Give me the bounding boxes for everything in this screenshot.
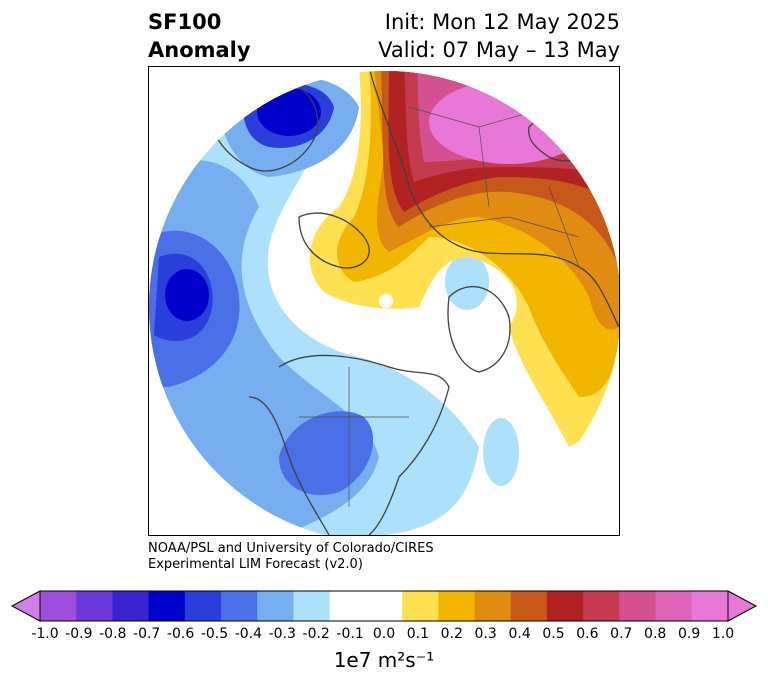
colorbar-tick-label: 0.0	[372, 626, 396, 642]
colorbar-segment	[474, 591, 512, 621]
credit-text: NOAA/PSL and University of Colorado/CIRE…	[148, 541, 434, 573]
neg-anomaly-namerica	[279, 411, 374, 496]
pos-center-eurasia	[429, 80, 589, 164]
colorbar-tick-label: 0.9	[677, 626, 701, 642]
colorbar-tick-label: -0.4	[234, 626, 263, 642]
colorbar-tick-label: 1.0	[711, 626, 735, 642]
map-title: SF100 Anomaly	[148, 8, 251, 64]
title-field: SF100	[148, 10, 222, 34]
colorbar-segment	[583, 591, 620, 621]
map-dates: Init: Mon 12 May 2025 Valid: 07 May – 13…	[378, 8, 620, 64]
neg-patch-siberia	[445, 254, 489, 310]
colorbar-segment	[148, 591, 186, 621]
colorbar	[10, 590, 758, 622]
colorbar-tick-label: 0.7	[610, 626, 633, 642]
colorbar-segment	[546, 591, 584, 621]
colorbar-segment	[655, 591, 693, 621]
init-date: Init: Mon 12 May 2025	[384, 10, 620, 34]
colorbar-tick-label: -0.5	[200, 626, 229, 642]
colorbar-tick-label: 0.4	[508, 626, 531, 642]
white-spot	[379, 294, 393, 308]
colorbar-tick-label: 0.3	[474, 626, 497, 642]
colorbar-segment	[438, 591, 476, 621]
colorbar-segment	[510, 591, 548, 621]
colorbar-segment	[112, 591, 150, 621]
colorbar-over-arrow	[727, 590, 758, 622]
valid-range: Valid: 07 May – 13 May	[378, 38, 620, 62]
colorbar-tick-label: -0.9	[65, 626, 93, 642]
colorbar-segment	[329, 591, 367, 621]
colorbar-tick-label: 0.6	[576, 626, 599, 642]
colorbar-unit-label: 1e7 m²s⁻¹	[333, 648, 435, 672]
colorbar-segment	[221, 591, 258, 621]
colorbar-segment	[257, 591, 294, 621]
colorbar-tick-label: -0.7	[133, 626, 161, 642]
colorbar-segment	[619, 591, 657, 621]
colorbar-tick-labels: -1.0 -0.9 -0.8 -0.7 -0.6 -0.5 -0.4 -0.3 -0.2 -0.1…	[0, 626, 768, 646]
neg-center-atlantic	[165, 269, 209, 321]
colorbar-tick-label: 0.8	[644, 626, 667, 642]
neg-center-greenland	[257, 88, 321, 136]
credit-line-1: NOAA/PSL and University of Colorado/CIRE…	[148, 541, 434, 556]
coastlines	[208, 71, 619, 535]
colorbar-segment	[40, 591, 77, 621]
colorbar-tick-label: -1.0	[31, 626, 59, 642]
colorbar-segment	[691, 591, 729, 621]
colorbar-tick-label: 0.2	[440, 626, 463, 642]
colorbar-segment	[365, 591, 403, 621]
credit-line-2: Experimental LIM Forecast (v2.0)	[148, 557, 363, 572]
anomaly-field	[149, 71, 619, 535]
colorbar-tick-label: -0.3	[268, 626, 296, 642]
colorbar-tick-label: -0.6	[166, 626, 195, 642]
colorbar-tick-label: -0.2	[302, 626, 330, 642]
colorbar-segment	[402, 591, 439, 621]
polar-map	[148, 66, 620, 536]
colorbar-frame	[39, 590, 729, 622]
colorbar-segment	[293, 591, 331, 621]
colorbar-segment	[76, 591, 113, 621]
neg-patch-pacific	[483, 418, 519, 486]
colorbar-tick-label: -0.8	[99, 626, 127, 642]
colorbar-tick-label: -0.1	[336, 626, 364, 642]
colorbar-tick-label: 0.5	[542, 626, 565, 642]
colorbar-tick-label: 0.1	[406, 626, 430, 642]
colorbar-under-arrow	[10, 590, 41, 622]
colorbar-segment	[184, 591, 222, 621]
title-type: Anomaly	[148, 38, 251, 62]
